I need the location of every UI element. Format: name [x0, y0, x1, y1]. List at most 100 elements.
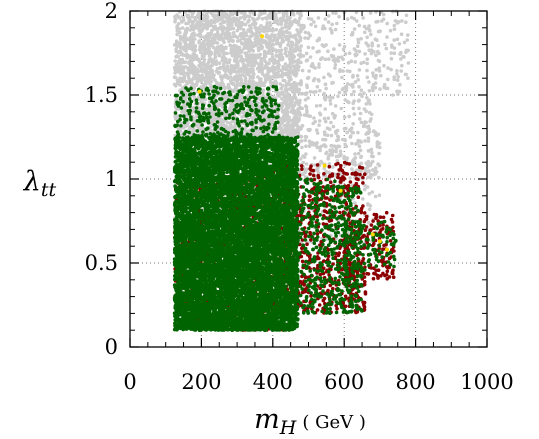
data-point [348, 180, 353, 184]
data-point [276, 62, 281, 66]
data-point [213, 78, 217, 82]
data-point [288, 74, 292, 79]
data-point [259, 77, 263, 81]
data-point [284, 67, 289, 72]
data-point [198, 61, 203, 66]
data-point [390, 45, 394, 49]
data-point [183, 60, 188, 64]
data-point [378, 145, 382, 150]
data-point [186, 81, 190, 85]
data-point [251, 16, 255, 21]
data-point [322, 172, 326, 176]
data-point [280, 38, 285, 43]
data-point [337, 90, 342, 95]
data-point [275, 37, 280, 41]
data-point [276, 54, 281, 58]
data-point [304, 152, 308, 156]
data-point [303, 98, 308, 102]
data-point [392, 38, 397, 42]
data-point [323, 57, 328, 62]
data-point [301, 154, 305, 158]
data-point [227, 31, 232, 36]
data-point [371, 154, 375, 159]
data-point [300, 259, 305, 264]
data-point [315, 308, 320, 312]
data-point [328, 98, 333, 103]
data-point [288, 57, 293, 62]
data-point [191, 48, 195, 52]
data-point [341, 69, 345, 73]
data-point [244, 54, 249, 59]
data-point [344, 144, 349, 149]
data-point [382, 63, 386, 68]
data-point [378, 87, 382, 91]
data-point [250, 48, 254, 52]
data-point [251, 79, 255, 84]
data-point [284, 110, 289, 115]
data-point [340, 87, 345, 92]
data-point [330, 95, 335, 100]
data-point [327, 95, 332, 99]
data-point [317, 123, 321, 127]
data-point [260, 17, 265, 21]
data-point [371, 74, 376, 78]
data-point [202, 14, 207, 18]
data-point [337, 14, 341, 19]
data-point [284, 46, 288, 51]
data-point [290, 34, 294, 38]
data-point [282, 99, 287, 103]
data-point [333, 63, 338, 67]
data-point [247, 42, 252, 47]
data-point [184, 21, 188, 26]
data-point [318, 111, 322, 115]
data-point [243, 14, 248, 19]
data-point [177, 64, 182, 68]
data-point [274, 16, 279, 20]
data-point [291, 133, 295, 138]
data-point [370, 43, 375, 48]
data-point [292, 123, 297, 127]
data-point [313, 24, 318, 29]
data-point [285, 54, 289, 58]
data-point [377, 151, 381, 156]
data-point [240, 115, 244, 119]
data-point [259, 28, 264, 33]
data-point [263, 11, 267, 15]
data-point [220, 25, 225, 29]
data-point [292, 88, 297, 93]
data-point [352, 99, 356, 103]
data-point [174, 65, 179, 70]
data-point [313, 119, 318, 124]
data-point [356, 195, 361, 199]
data-point [247, 49, 251, 54]
data-point [289, 103, 294, 107]
data-point [188, 43, 192, 47]
data-point [330, 22, 335, 27]
data-point [359, 37, 363, 41]
data-point [231, 89, 236, 94]
data-point [228, 71, 233, 76]
data-point [358, 117, 362, 121]
data-point [319, 57, 323, 62]
data-point [292, 68, 297, 72]
data-point [330, 81, 334, 85]
data-point [342, 249, 347, 254]
data-point [243, 76, 248, 81]
data-point [332, 115, 337, 119]
data-point [223, 31, 227, 36]
data-point [347, 114, 352, 119]
data-point [362, 60, 366, 65]
data-point [293, 101, 298, 105]
data-point [197, 16, 201, 20]
data-point [357, 23, 362, 28]
data-point [174, 42, 178, 47]
data-point [338, 149, 343, 153]
data-point [380, 19, 384, 23]
data-point [247, 79, 252, 83]
data-point [323, 107, 328, 111]
data-point [369, 48, 374, 52]
data-point [389, 67, 393, 72]
data-point [356, 40, 361, 45]
data-point [233, 19, 237, 24]
data-point [246, 72, 251, 77]
